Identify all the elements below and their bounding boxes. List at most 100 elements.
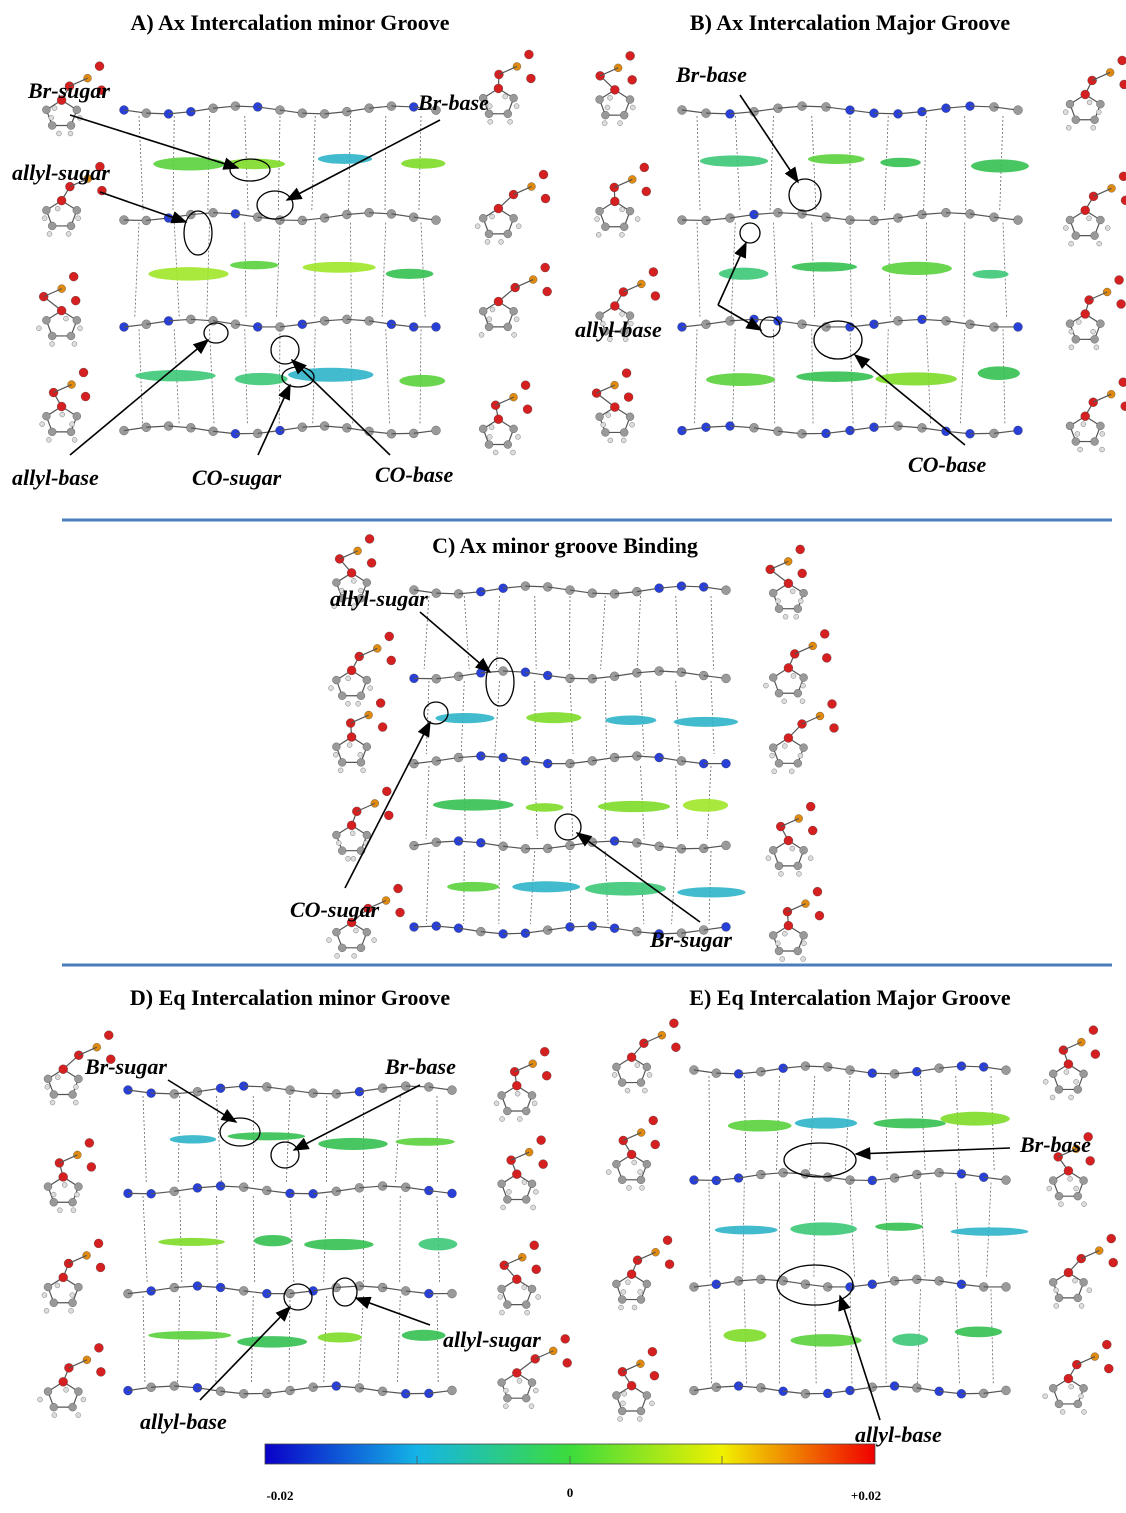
atom	[1082, 1409, 1087, 1414]
atom	[69, 272, 78, 281]
atom	[1055, 1294, 1063, 1302]
isosurface	[526, 712, 581, 723]
atom	[601, 428, 609, 436]
atom	[332, 743, 340, 751]
atom	[73, 106, 81, 114]
atom	[800, 744, 808, 752]
atom	[1080, 1070, 1088, 1078]
atom	[346, 676, 351, 681]
atom	[96, 1263, 105, 1272]
atom	[625, 1280, 630, 1285]
atom	[642, 1088, 647, 1093]
atom	[539, 170, 548, 179]
atom	[671, 1043, 680, 1052]
atom	[87, 1162, 96, 1171]
atom	[1087, 216, 1092, 221]
atom	[630, 105, 635, 110]
atom	[69, 1308, 74, 1313]
hbond	[637, 596, 640, 669]
atom	[1079, 1303, 1084, 1308]
hbond	[709, 1289, 712, 1384]
isosurface	[288, 368, 373, 382]
bond	[623, 284, 641, 292]
isosurface	[790, 1222, 857, 1235]
atom	[612, 1391, 620, 1399]
panel-title: C) Ax minor groove Binding	[432, 533, 698, 558]
bond	[1077, 1357, 1095, 1365]
atom	[67, 222, 75, 230]
atom	[506, 1189, 511, 1194]
isosurface	[674, 717, 738, 727]
atom	[618, 1407, 626, 1415]
atom	[60, 412, 65, 417]
atom	[1081, 90, 1090, 99]
atom	[1107, 1234, 1116, 1243]
atom	[50, 1403, 58, 1411]
atom	[537, 1136, 546, 1145]
atom	[782, 699, 787, 704]
atom	[769, 846, 777, 854]
label: Br-sugar	[27, 78, 110, 103]
atom	[67, 332, 75, 340]
hbond	[426, 766, 429, 839]
atom	[479, 332, 484, 337]
atom	[801, 956, 806, 961]
hbond	[964, 223, 965, 318]
atom	[1064, 1070, 1069, 1075]
isosurface	[395, 1138, 454, 1146]
atom	[42, 412, 50, 420]
atom	[515, 1091, 520, 1096]
atom	[536, 1294, 541, 1299]
atom	[610, 403, 619, 412]
atom	[610, 197, 619, 206]
highlight	[220, 1118, 260, 1146]
bond	[340, 551, 358, 559]
atom	[1091, 116, 1099, 124]
hbond	[143, 1196, 147, 1284]
atom	[372, 938, 377, 943]
atom	[649, 1116, 658, 1125]
atom	[626, 96, 634, 104]
atom	[1072, 232, 1080, 240]
atom	[517, 1117, 522, 1122]
atom	[808, 826, 817, 835]
atom	[346, 701, 351, 706]
atom	[1064, 1268, 1073, 1277]
atom	[1075, 431, 1080, 436]
isosurface	[148, 267, 228, 280]
atom	[722, 674, 731, 683]
highlight	[257, 191, 293, 219]
atom	[363, 743, 371, 751]
atom	[770, 753, 775, 758]
atom	[791, 673, 796, 678]
atom	[533, 1388, 538, 1393]
atom	[778, 871, 783, 876]
isosurface	[235, 373, 288, 385]
isosurface	[304, 1239, 373, 1250]
bond	[787, 904, 805, 912]
atom	[50, 1299, 58, 1307]
atom	[532, 1265, 541, 1274]
isosurface	[978, 366, 1020, 380]
atom	[1064, 1166, 1073, 1175]
atom	[504, 230, 512, 238]
atom	[531, 1205, 536, 1210]
hbond	[385, 116, 386, 211]
atom	[766, 856, 771, 861]
atom	[601, 223, 609, 231]
atom	[1002, 1066, 1011, 1075]
atom	[356, 701, 361, 706]
atom	[353, 928, 358, 933]
atom	[626, 51, 635, 60]
atom	[800, 674, 808, 682]
atom	[522, 1301, 530, 1309]
label: Br-base	[675, 62, 747, 87]
atom	[784, 921, 793, 930]
atom	[1014, 216, 1023, 225]
atom	[347, 568, 356, 577]
isosurface	[148, 1331, 231, 1340]
bond	[69, 1255, 87, 1263]
atom	[490, 307, 495, 312]
isosurface	[303, 262, 376, 273]
atom	[498, 1294, 503, 1299]
